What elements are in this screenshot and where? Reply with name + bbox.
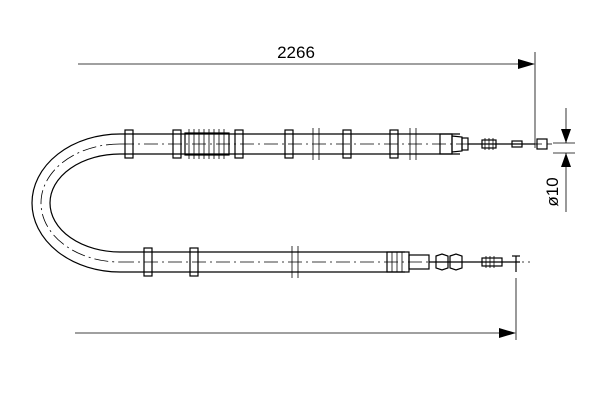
lower-break-marks xyxy=(291,246,299,278)
upper-collars xyxy=(124,129,399,159)
diameter-dimension xyxy=(553,108,575,212)
upper-bellows xyxy=(184,129,230,159)
upper-break-marks xyxy=(312,128,417,160)
diameter-dimension-label: ø10 xyxy=(543,177,562,206)
length-dimension-top xyxy=(78,52,536,148)
cable-sheath xyxy=(31,133,545,273)
lower-collars xyxy=(143,247,199,277)
length-dimension-label: 2266 xyxy=(277,43,315,62)
lower-end-fitting xyxy=(386,251,520,273)
length-dimension-bottom xyxy=(75,278,517,340)
upper-end-fitting xyxy=(439,133,552,155)
